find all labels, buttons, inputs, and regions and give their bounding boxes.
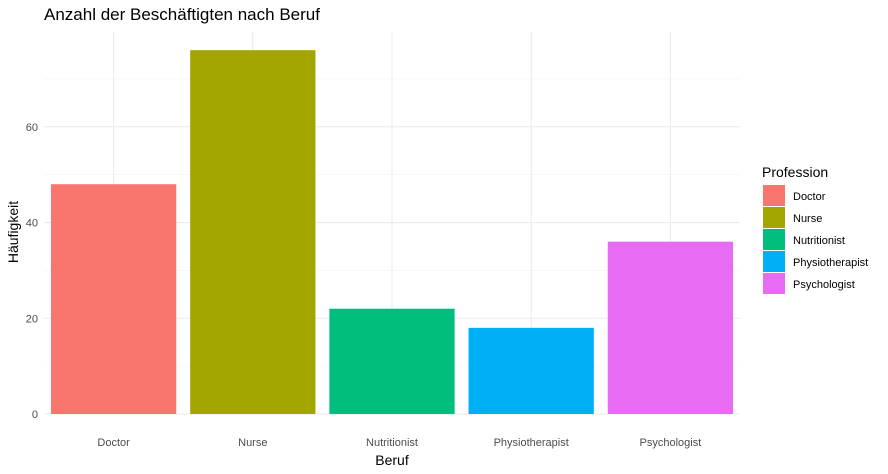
bar-nutritionist xyxy=(329,308,455,414)
legend: Profession Doctor Nurse Nutritionist Physio… xyxy=(762,164,868,294)
bar-doctor xyxy=(50,184,177,414)
y-axis-title: Häufigkeit xyxy=(5,201,21,263)
y-tick-label: 60 xyxy=(26,122,38,134)
legend-items: Doctor Nurse Nutritionist Physiotherapist Ps… xyxy=(763,185,868,294)
bar-nurse xyxy=(190,50,316,414)
x-axis-ticks: Doctor Nurse Nutritionist Physiotherapist Ps… xyxy=(97,437,701,449)
legend-label: Physiotherapist xyxy=(793,257,868,269)
y-axis-ticks: 0 20 40 60 xyxy=(26,122,38,421)
legend-key-nurse xyxy=(763,207,785,228)
y-tick-label: 20 xyxy=(26,313,38,325)
x-tick-label: Psychologist xyxy=(640,437,702,449)
legend-title: Profession xyxy=(762,164,828,180)
bar-psychologist xyxy=(607,241,734,414)
legend-label: Nurse xyxy=(793,213,822,225)
y-tick-label: 40 xyxy=(26,218,38,230)
bar-physiotherapist xyxy=(468,327,594,414)
y-tick-label: 0 xyxy=(32,409,38,421)
legend-label: Psychologist xyxy=(793,279,855,291)
legend-key-physiotherapist xyxy=(763,251,785,272)
legend-label: Nutritionist xyxy=(793,235,845,247)
chart-title: Anzahl der Beschäftigten nach Beruf xyxy=(44,5,320,24)
x-tick-label: Physiotherapist xyxy=(494,437,569,449)
legend-key-psychologist xyxy=(763,273,785,294)
x-tick-label: Doctor xyxy=(97,437,130,449)
legend-key-nutritionist xyxy=(763,229,785,250)
x-axis-title: Beruf xyxy=(375,452,409,468)
x-tick-label: Nutritionist xyxy=(366,437,418,449)
x-tick-label: Nurse xyxy=(238,437,267,449)
bars xyxy=(50,50,734,414)
legend-key-doctor xyxy=(763,185,785,206)
legend-label: Doctor xyxy=(793,191,826,203)
